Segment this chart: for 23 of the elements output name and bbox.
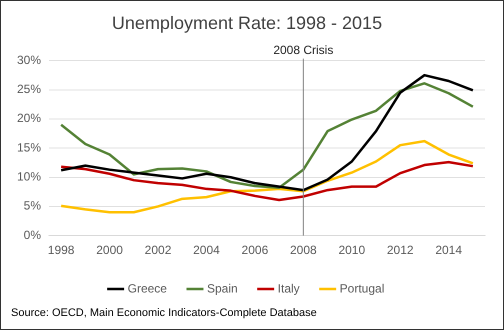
legend-label: Portugal xyxy=(340,281,384,296)
x-tick-label: 2012 xyxy=(386,243,414,258)
y-tick-label: 5% xyxy=(24,198,42,213)
x-tick-label: 2014 xyxy=(435,243,462,258)
x-tick-label: 2010 xyxy=(338,243,366,258)
x-tick-label: 2008 xyxy=(290,243,318,258)
y-tick-label: 25% xyxy=(16,82,42,96)
x-tick-label: 2000 xyxy=(96,243,124,258)
y-tick-label: 0% xyxy=(24,228,42,242)
legend-label: Greece xyxy=(128,281,168,296)
chart-title: Unemployment Rate: 1998 - 2015 xyxy=(112,12,382,33)
legend-label: Spain xyxy=(206,281,238,296)
x-tick-label: 2002 xyxy=(144,243,172,258)
x-tick-label: 1998 xyxy=(48,243,75,258)
legend-label: Italy xyxy=(278,281,300,296)
source-note: Source: OECD, Main Economic Indicators-Complete Database xyxy=(11,307,317,319)
x-tick-label: 2006 xyxy=(242,243,269,258)
y-tick-label: 15% xyxy=(16,140,42,154)
y-tick-label: 30% xyxy=(16,52,42,67)
x-tick-label: 2004 xyxy=(193,243,220,258)
y-tick-label: 10% xyxy=(16,170,42,184)
ref-line-label: 2008 Crisis xyxy=(273,42,334,57)
y-tick-label: 20% xyxy=(16,111,42,126)
